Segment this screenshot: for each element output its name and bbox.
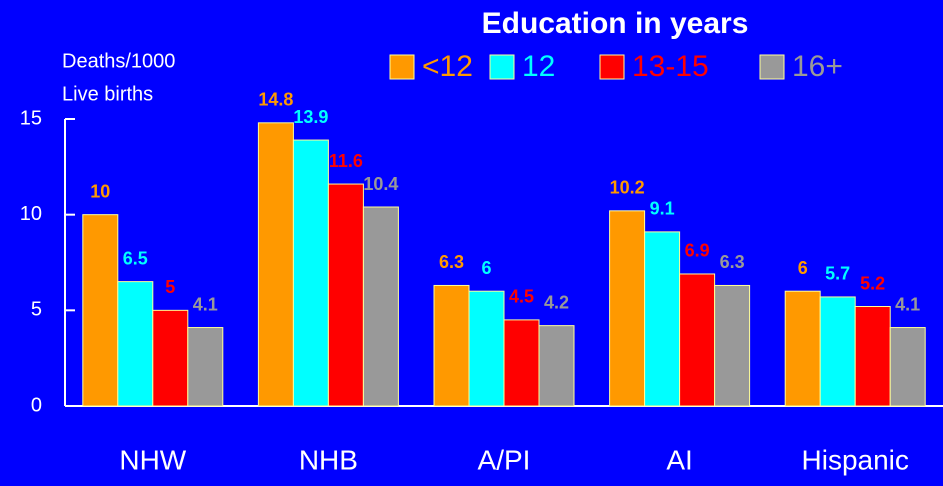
data-label: 13.9 xyxy=(293,107,328,127)
bar xyxy=(538,325,575,407)
bar xyxy=(503,319,540,407)
legend-label: 16+ xyxy=(792,50,843,83)
bar xyxy=(433,284,470,407)
bar xyxy=(152,309,189,407)
bar xyxy=(714,284,751,407)
x-tick-label: A/PI xyxy=(478,444,531,475)
y-tick-label: 10 xyxy=(20,203,42,225)
x-tick-label: AI xyxy=(666,444,692,475)
data-label: 11.6 xyxy=(329,151,363,171)
bar xyxy=(854,306,891,407)
data-label: 14.8 xyxy=(258,90,293,110)
bar xyxy=(187,327,224,407)
bar xyxy=(257,122,294,407)
legend-label: 13-15 xyxy=(632,50,709,83)
data-label: 10 xyxy=(90,181,110,201)
bar xyxy=(468,290,505,407)
bar xyxy=(362,206,399,407)
y-tick-label: 15 xyxy=(20,107,42,129)
x-tick-label: Hispanic xyxy=(802,444,909,475)
data-label: 10.4 xyxy=(363,174,398,194)
data-label: 6 xyxy=(481,258,491,278)
legend-swatch xyxy=(389,54,415,80)
data-label: 4.2 xyxy=(544,292,569,312)
chart-title: Education in years xyxy=(482,7,749,40)
bar xyxy=(679,273,716,407)
data-label: 5.7 xyxy=(825,264,850,284)
bar xyxy=(327,183,364,407)
bar xyxy=(819,296,856,407)
bar xyxy=(609,210,646,407)
bar xyxy=(889,327,926,407)
y-axis-label: Live births xyxy=(62,83,153,105)
data-label: 9.1 xyxy=(650,199,675,219)
y-axis-label: Deaths/1000 xyxy=(62,50,175,72)
bar xyxy=(82,214,119,407)
data-label: 6.9 xyxy=(685,241,710,261)
x-tick-label: NHB xyxy=(299,444,358,475)
data-label: 6.3 xyxy=(720,252,745,272)
bar xyxy=(644,231,681,407)
y-tick-label: 5 xyxy=(31,299,42,321)
data-label: 10.2 xyxy=(610,178,645,198)
bar xyxy=(292,139,329,407)
data-label: 5 xyxy=(165,277,175,297)
legend-label: <12 xyxy=(422,50,473,83)
data-label: 4.1 xyxy=(895,294,920,314)
data-label: 4.5 xyxy=(509,287,534,307)
data-label: 5.2 xyxy=(860,273,885,293)
data-label: 4.1 xyxy=(193,294,218,314)
data-label: 6.3 xyxy=(439,252,464,272)
bar xyxy=(117,281,154,407)
data-label: 6 xyxy=(798,258,808,278)
x-tick-label: NHW xyxy=(119,444,186,475)
y-tick-label: 0 xyxy=(31,394,42,416)
legend-swatch xyxy=(599,54,625,80)
data-label: 6.5 xyxy=(123,248,148,268)
legend-swatch xyxy=(489,54,515,80)
legend-swatch xyxy=(759,54,785,80)
legend-label: 12 xyxy=(522,50,555,83)
bar xyxy=(784,290,821,407)
